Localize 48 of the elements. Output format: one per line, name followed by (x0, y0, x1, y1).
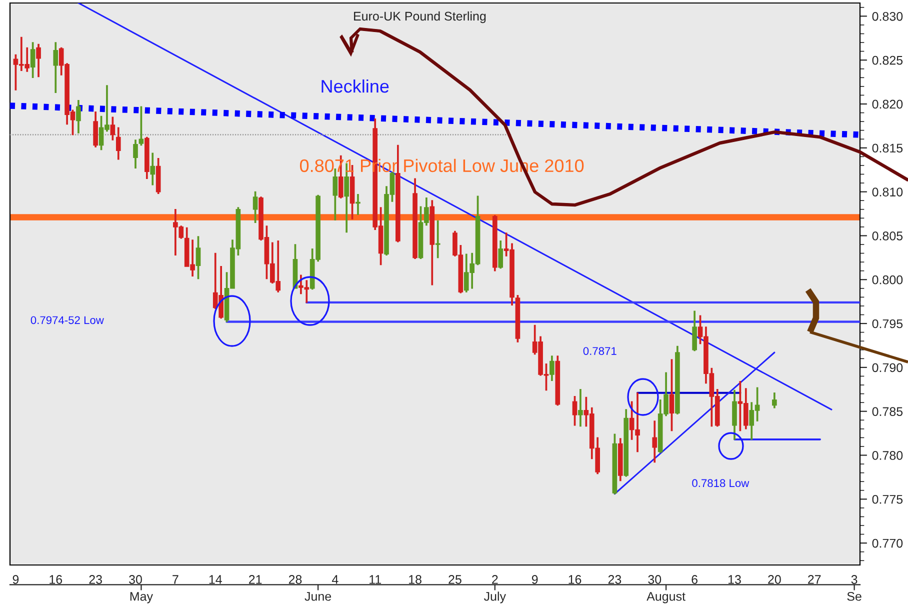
x-tick-label: 16 (568, 575, 582, 584)
y-tick-label: 0.800 (872, 275, 903, 284)
x-tick-label: 4 (332, 575, 338, 584)
x-tick-label: 11 (370, 575, 381, 584)
y-tick-label: 0.805 (872, 232, 903, 240)
y-tick-label: 0.815 (872, 144, 903, 153)
candlestick (578, 388, 583, 427)
y-tick-label: 0.830 (872, 12, 903, 21)
x-tick-label: 20 (768, 575, 781, 584)
x2-tick-label: July (484, 592, 506, 604)
x2-tick-label: August (646, 592, 686, 604)
x-tick-label: 28 (288, 575, 302, 584)
x-tick-label: 9 (532, 575, 538, 584)
x-tick-label: 2 (492, 575, 498, 584)
y-tick-label: 0.785 (872, 407, 903, 416)
candlestick (356, 194, 360, 216)
annotation: Neckline (322, 79, 389, 93)
x-tick-label: 21 (248, 575, 262, 584)
x-tick-label: 25 (448, 575, 462, 584)
x-tick-label: 3 (851, 575, 858, 584)
x-tick-label: 9 (12, 575, 19, 584)
x-tick-label: 23 (608, 575, 622, 584)
x-tick-label: 7 (172, 575, 178, 584)
annotation: 0.7818 Low (692, 479, 750, 488)
x-tick-label: 30 (648, 575, 662, 584)
annotation: 0.7974-52 Low (30, 316, 104, 324)
x2-tick-label: Se (847, 592, 862, 601)
y-tick-label: 0.825 (872, 56, 903, 65)
x-tick-label: 6 (692, 575, 698, 584)
y-tick-label: 0.790 (872, 363, 903, 372)
x-tick-label: 23 (89, 575, 102, 584)
x-tick-label: 18 (409, 575, 422, 584)
y-tick-label: 0.810 (872, 188, 903, 196)
y-tick-label: 0.820 (872, 100, 903, 109)
x-tick-label: 30 (129, 575, 142, 584)
candlestick (435, 220, 440, 258)
x2-tick-label: May (130, 592, 153, 604)
y-tick-label: 0.780 (872, 451, 903, 460)
x-tick-label: 13 (728, 575, 741, 584)
x-tick-label: 16 (50, 575, 62, 584)
annotation: 0.7871 (583, 347, 616, 355)
y-tick-label: 0.770 (872, 538, 903, 548)
x-tick-label: 27 (808, 575, 821, 584)
text: Euro-UK Pound Sterling (354, 11, 486, 24)
x2-tick-label: June (304, 592, 332, 601)
y-tick-label: 0.795 (872, 319, 903, 328)
x-tick-label: 14 (209, 575, 222, 584)
y-tick-label: 0.775 (872, 494, 903, 504)
